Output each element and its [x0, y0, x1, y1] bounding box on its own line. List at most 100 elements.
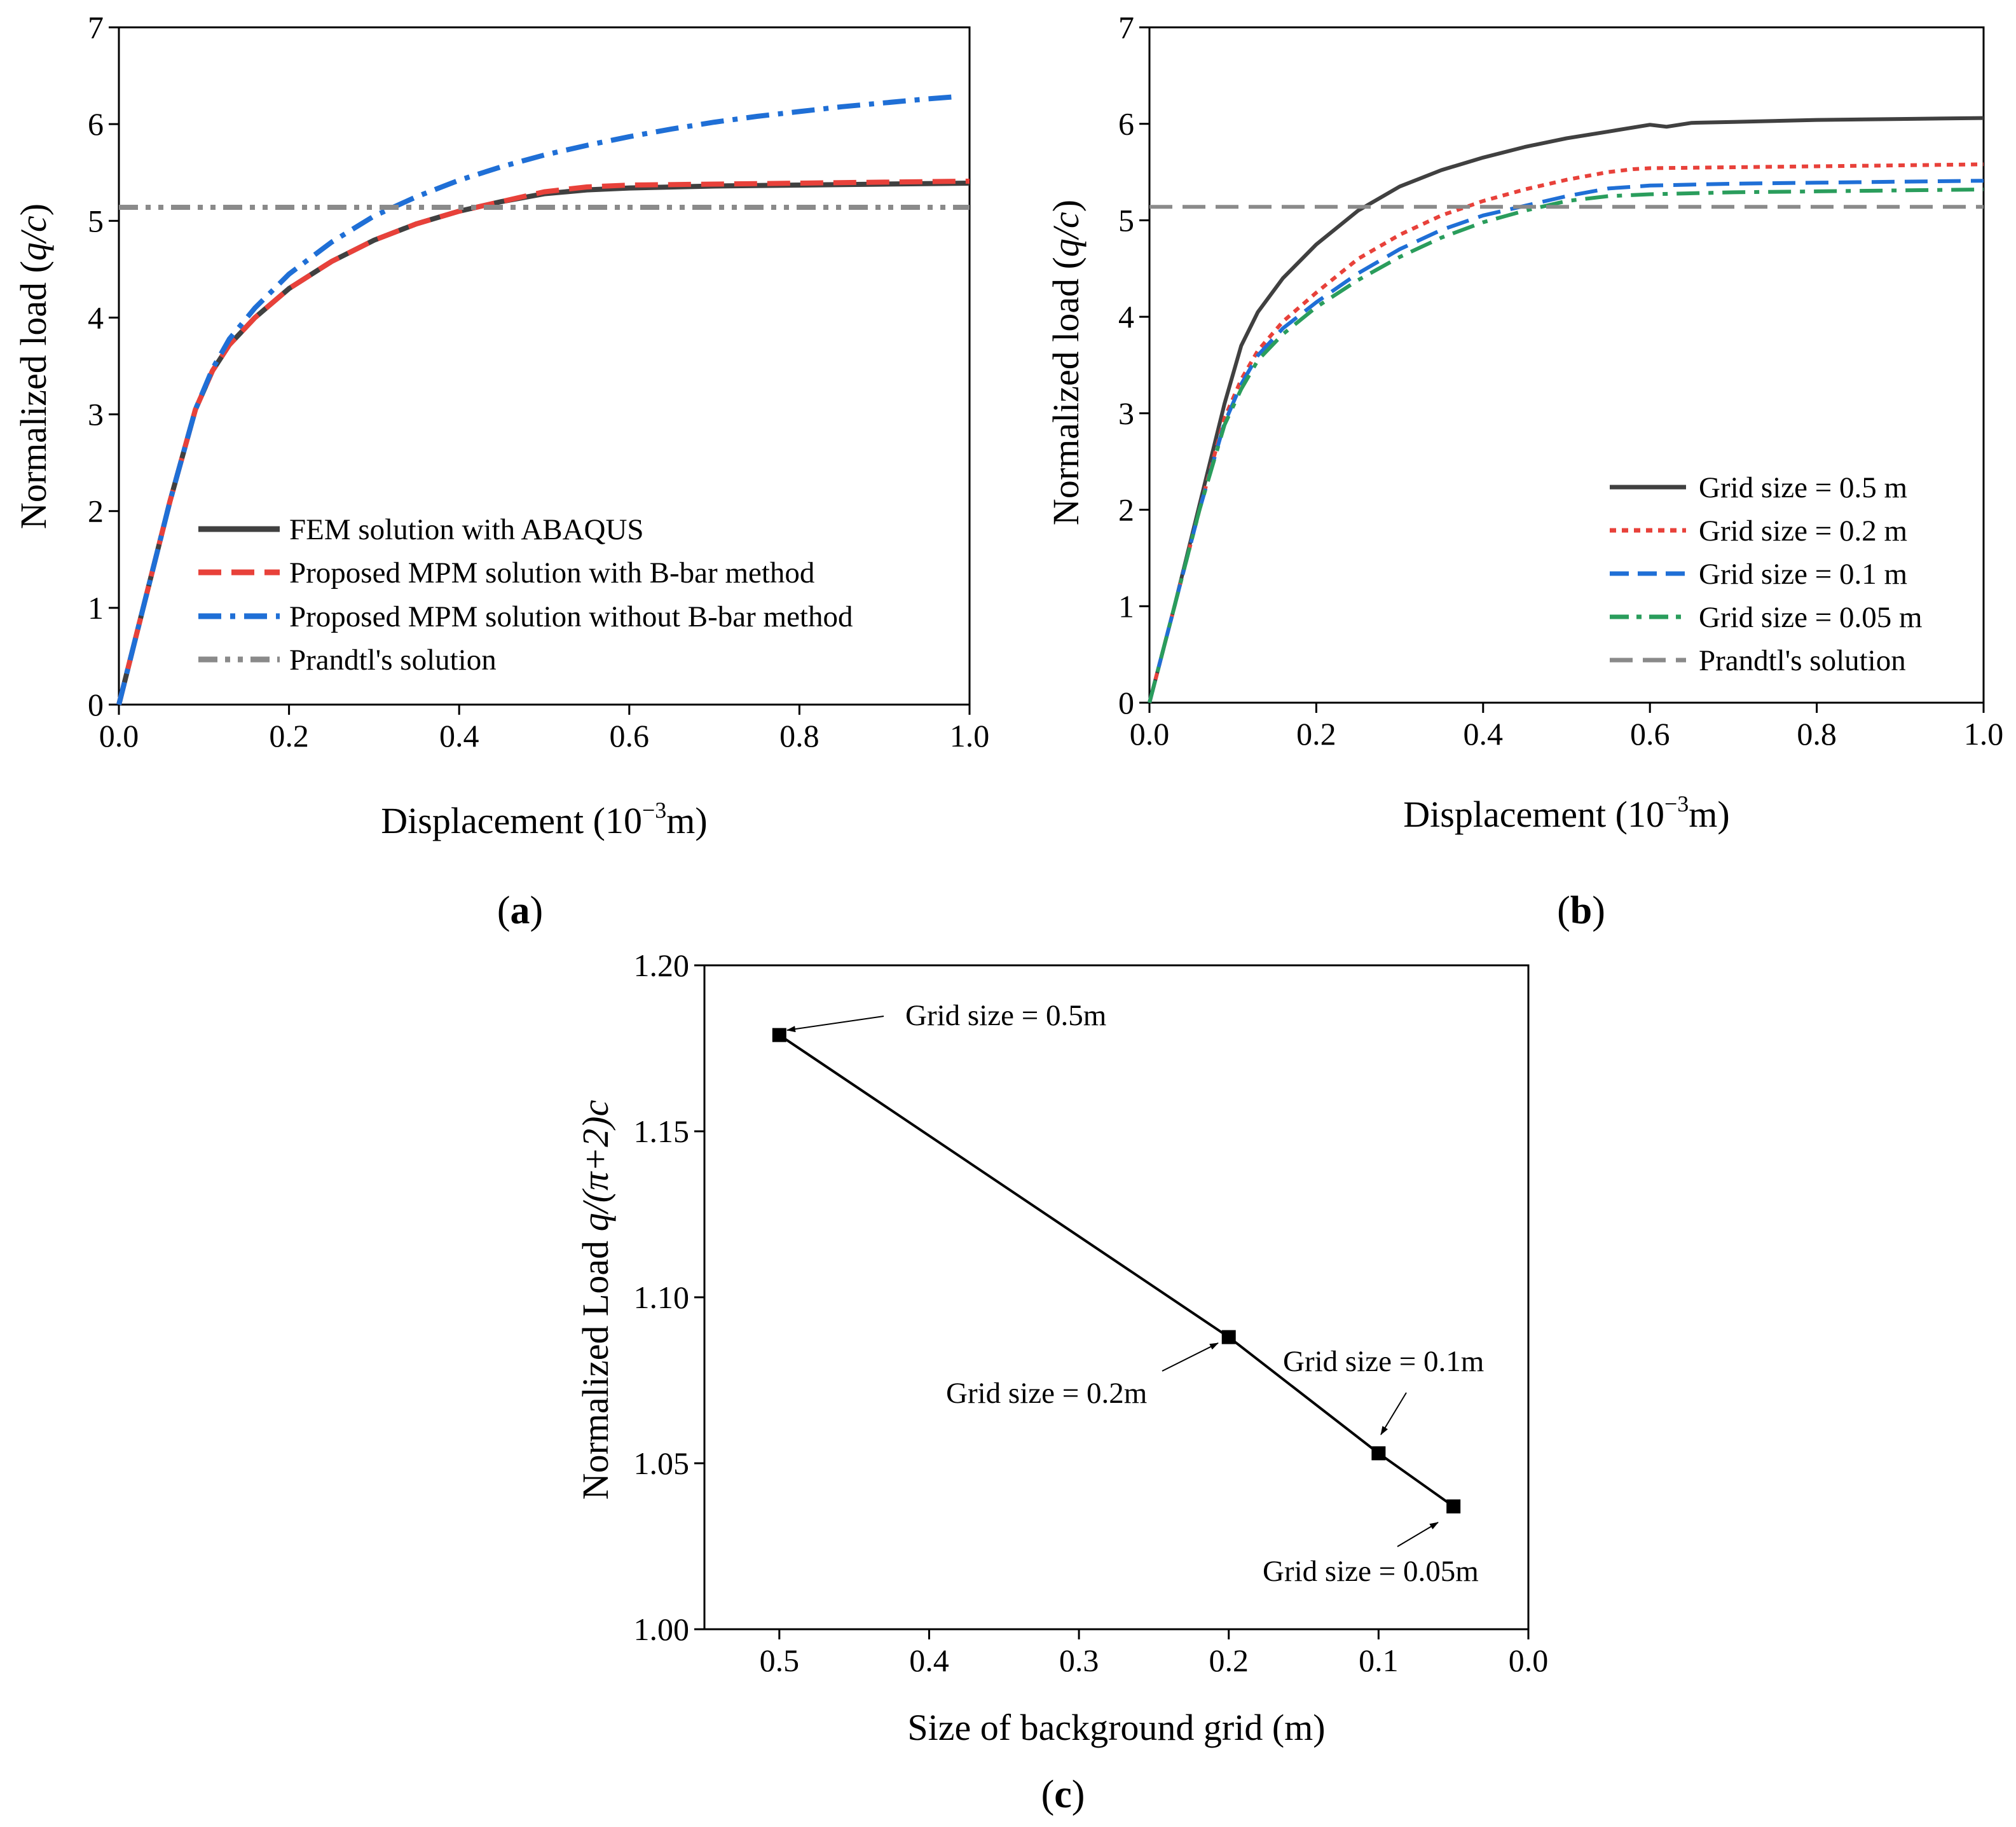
- panel-a-x-tick-label: 0.4: [439, 718, 479, 754]
- panel-b-series-2-line: [1148, 179, 1984, 703]
- annotation-grid-005: Grid size = 0.05m: [1263, 1522, 1479, 1588]
- panel-b-y-tick-label: 2: [1118, 492, 1134, 528]
- panel-b-ticks: 0.0 0.2 0.4 0.6 0.8 1.0 0 1 2 3 4 5 6 7: [1118, 10, 2003, 752]
- panel-c-series: [772, 1028, 1461, 1513]
- panel-b-plot-frame: [1148, 26, 1985, 704]
- panel-b-y-tick-label: 3: [1118, 396, 1134, 431]
- panel-b-legend-item-02: Grid size = 0.2 m: [1610, 514, 1907, 548]
- panel-b-x-tick-label: 0.6: [1630, 716, 1670, 752]
- panel-c-y-tick-label: 1.15: [634, 1113, 690, 1149]
- panel-a-legend-label-fem: FEM solution with ABAQUS: [289, 513, 644, 546]
- panel-b-x-tick-label: 1.0: [1964, 716, 2004, 752]
- panel-b-legend-label-02: Grid size = 0.2 m: [1699, 514, 1907, 548]
- panel-a-legend-item-fem: FEM solution with ABAQUS: [198, 513, 644, 546]
- panel-b-x-tick-label: 0.4: [1464, 716, 1504, 752]
- panel-a-y-tick-label: 2: [88, 493, 104, 529]
- panel-b-chart: 0.0 0.2 0.4 0.6 0.8 1.0 0 1 2 3 4 5 6 7 Displacement …: [1045, 10, 2003, 932]
- panel-b-y-tick-label: 5: [1118, 202, 1134, 238]
- panel-b-legend-label-prandtl: Prandtl's solution: [1699, 644, 1906, 677]
- panel-a-label: (a): [497, 889, 543, 932]
- panel-a-series-2-line: [116, 94, 953, 705]
- panel-a-series-1-line: [116, 178, 970, 705]
- annotation-arrow-02: [1162, 1342, 1219, 1372]
- panel-a-y-tick-label: 4: [88, 300, 104, 335]
- annotation-arrow-05: [786, 1016, 884, 1033]
- panel-c-chart: 0.5 0.4 0.3 0.2 0.1 0.0 1.00 1.05 1.10 1.15 1.20 G…: [575, 948, 1548, 1816]
- panel-b-legend-label-01: Grid size = 0.1 m: [1699, 558, 1907, 591]
- panel-c-x-axis-label: Size of background grid (m): [907, 1707, 1325, 1748]
- panel-c-x-tick-label: 0.3: [1059, 1643, 1099, 1678]
- panel-b-y-tick-label: 0: [1118, 685, 1134, 720]
- panel-b-y-axis-label: Normalized load (q/c): [1045, 200, 1087, 525]
- panel-c-x-tick-label: 0.5: [760, 1643, 800, 1678]
- panel-b-series-3-line: [1148, 187, 1984, 703]
- panel-a-series: [116, 94, 970, 705]
- panel-c-ticks: 0.5 0.4 0.3 0.2 0.1 0.0 1.00 1.05 1.10 1.15 1.20: [634, 948, 1549, 1678]
- panel-b-legend-item-05: Grid size = 0.5 m: [1610, 471, 1907, 504]
- annotation-grid-05: Grid size = 0.5m: [786, 999, 1106, 1033]
- panel-c-y-tick-label: 1.10: [634, 1279, 690, 1315]
- panel-a-x-tick-label: 0.6: [610, 718, 650, 754]
- panel-c-data-point: [1446, 1499, 1461, 1513]
- panel-a-legend-label-no-bbar: Proposed MPM solution without B-bar meth…: [289, 600, 853, 633]
- panel-a-x-tick-label: 0.8: [779, 718, 819, 754]
- panel-c-plot-frame: [703, 964, 1530, 1631]
- panel-a-y-tick-label: 7: [88, 10, 104, 45]
- panel-b-legend-item-01: Grid size = 0.1 m: [1610, 558, 1907, 591]
- panel-a-chart: 0.0 0.2 0.4 0.6 0.8 1.0 0 1 2 3 4 5 6 7 Displacement …: [13, 10, 989, 932]
- panel-c-x-tick-label: 0.2: [1209, 1643, 1249, 1678]
- panel-b-x-tick-label: 0.0: [1130, 716, 1170, 752]
- panel-a-legend: FEM solution with ABAQUS Proposed MPM so…: [198, 513, 853, 677]
- panel-c-label: (c): [1041, 1773, 1085, 1816]
- annotation-grid-01: Grid size = 0.1m: [1283, 1345, 1484, 1435]
- panel-b-x-tick-label: 0.2: [1296, 716, 1336, 752]
- panel-a-x-tick-label: 1.0: [950, 718, 990, 754]
- panel-c-y-tick-label: 1.20: [634, 948, 690, 983]
- panel-c-y-axis-label: Normalized Load q/(π+2)c: [575, 1100, 616, 1500]
- annotation-arrow-005: [1397, 1522, 1439, 1547]
- panel-a-x-axis-label: Displacement (10−3m): [381, 797, 707, 841]
- panel-a-legend-item-prandtl: Prandtl's solution: [198, 644, 497, 677]
- annotation-label-05: Grid size = 0.5m: [905, 999, 1106, 1032]
- panel-b-legend: Grid size = 0.5 m Grid size = 0.2 m Grid…: [1610, 471, 1923, 677]
- panel-a-y-tick-label: 3: [88, 397, 104, 432]
- panel-a-plot-frame: [118, 26, 971, 706]
- panel-a-x-tick-label: 0.0: [99, 718, 139, 754]
- panel-a-y-tick-label: 0: [88, 687, 104, 722]
- panel-b-y-tick-label: 1: [1118, 588, 1134, 624]
- panel-c-y-tick-label: 1.00: [634, 1611, 690, 1647]
- panel-b-y-tick-label: 4: [1118, 299, 1134, 334]
- panel-c-x-tick-label: 0.4: [909, 1643, 949, 1678]
- panel-a-y-tick-label: 1: [88, 590, 104, 626]
- panel-a-legend-item-no-bbar: Proposed MPM solution without B-bar meth…: [198, 600, 853, 633]
- panel-b-series: [1148, 116, 1984, 703]
- panel-c-x-tick-label: 0.1: [1359, 1643, 1399, 1678]
- panel-b-legend-item-prandtl: Prandtl's solution: [1610, 644, 1906, 677]
- panel-a-y-tick-label: 5: [88, 203, 104, 238]
- panel-b-legend-label-005: Grid size = 0.05 m: [1699, 601, 1923, 634]
- panel-a-legend-label-bbar: Proposed MPM solution with B-bar method: [289, 556, 814, 589]
- panel-c-annotations: Grid size = 0.5m Grid size = 0.2m Grid s…: [786, 999, 1484, 1588]
- panel-a-x-tick-label: 0.2: [269, 718, 309, 754]
- panel-b-series-0-line: [1148, 116, 1984, 703]
- panel-a-ticks: 0.0 0.2 0.4 0.6 0.8 1.0 0 1 2 3 4 5 6 7: [88, 10, 989, 754]
- panel-c-data-point: [1371, 1446, 1386, 1461]
- panel-a-legend-item-bbar: Proposed MPM solution with B-bar method: [198, 556, 814, 589]
- annotation-grid-02: Grid size = 0.2m: [946, 1342, 1219, 1410]
- panel-c-series-0-line: [778, 1033, 1455, 1508]
- panel-b-y-tick-label: 6: [1118, 106, 1134, 142]
- panel-a-legend-label-prandtl: Prandtl's solution: [289, 644, 497, 677]
- panel-b-label: (b): [1557, 889, 1605, 932]
- panel-c-data-point: [772, 1028, 786, 1042]
- panel-a-y-axis-label: Normalized load (q/c): [13, 203, 54, 529]
- panel-b-x-axis-label: Displacement (10−3m): [1403, 791, 1729, 835]
- panel-c-data-point: [1221, 1330, 1236, 1344]
- panel-c-y-tick-label: 1.05: [634, 1445, 690, 1481]
- annotation-label-005: Grid size = 0.05m: [1263, 1555, 1479, 1588]
- panel-b-y-tick-label: 7: [1118, 10, 1134, 45]
- panel-b-legend-label-05: Grid size = 0.5 m: [1699, 471, 1907, 504]
- annotation-label-02: Grid size = 0.2m: [946, 1377, 1147, 1410]
- panel-a-y-tick-label: 6: [88, 106, 104, 142]
- panel-b-x-tick-label: 0.8: [1797, 716, 1837, 752]
